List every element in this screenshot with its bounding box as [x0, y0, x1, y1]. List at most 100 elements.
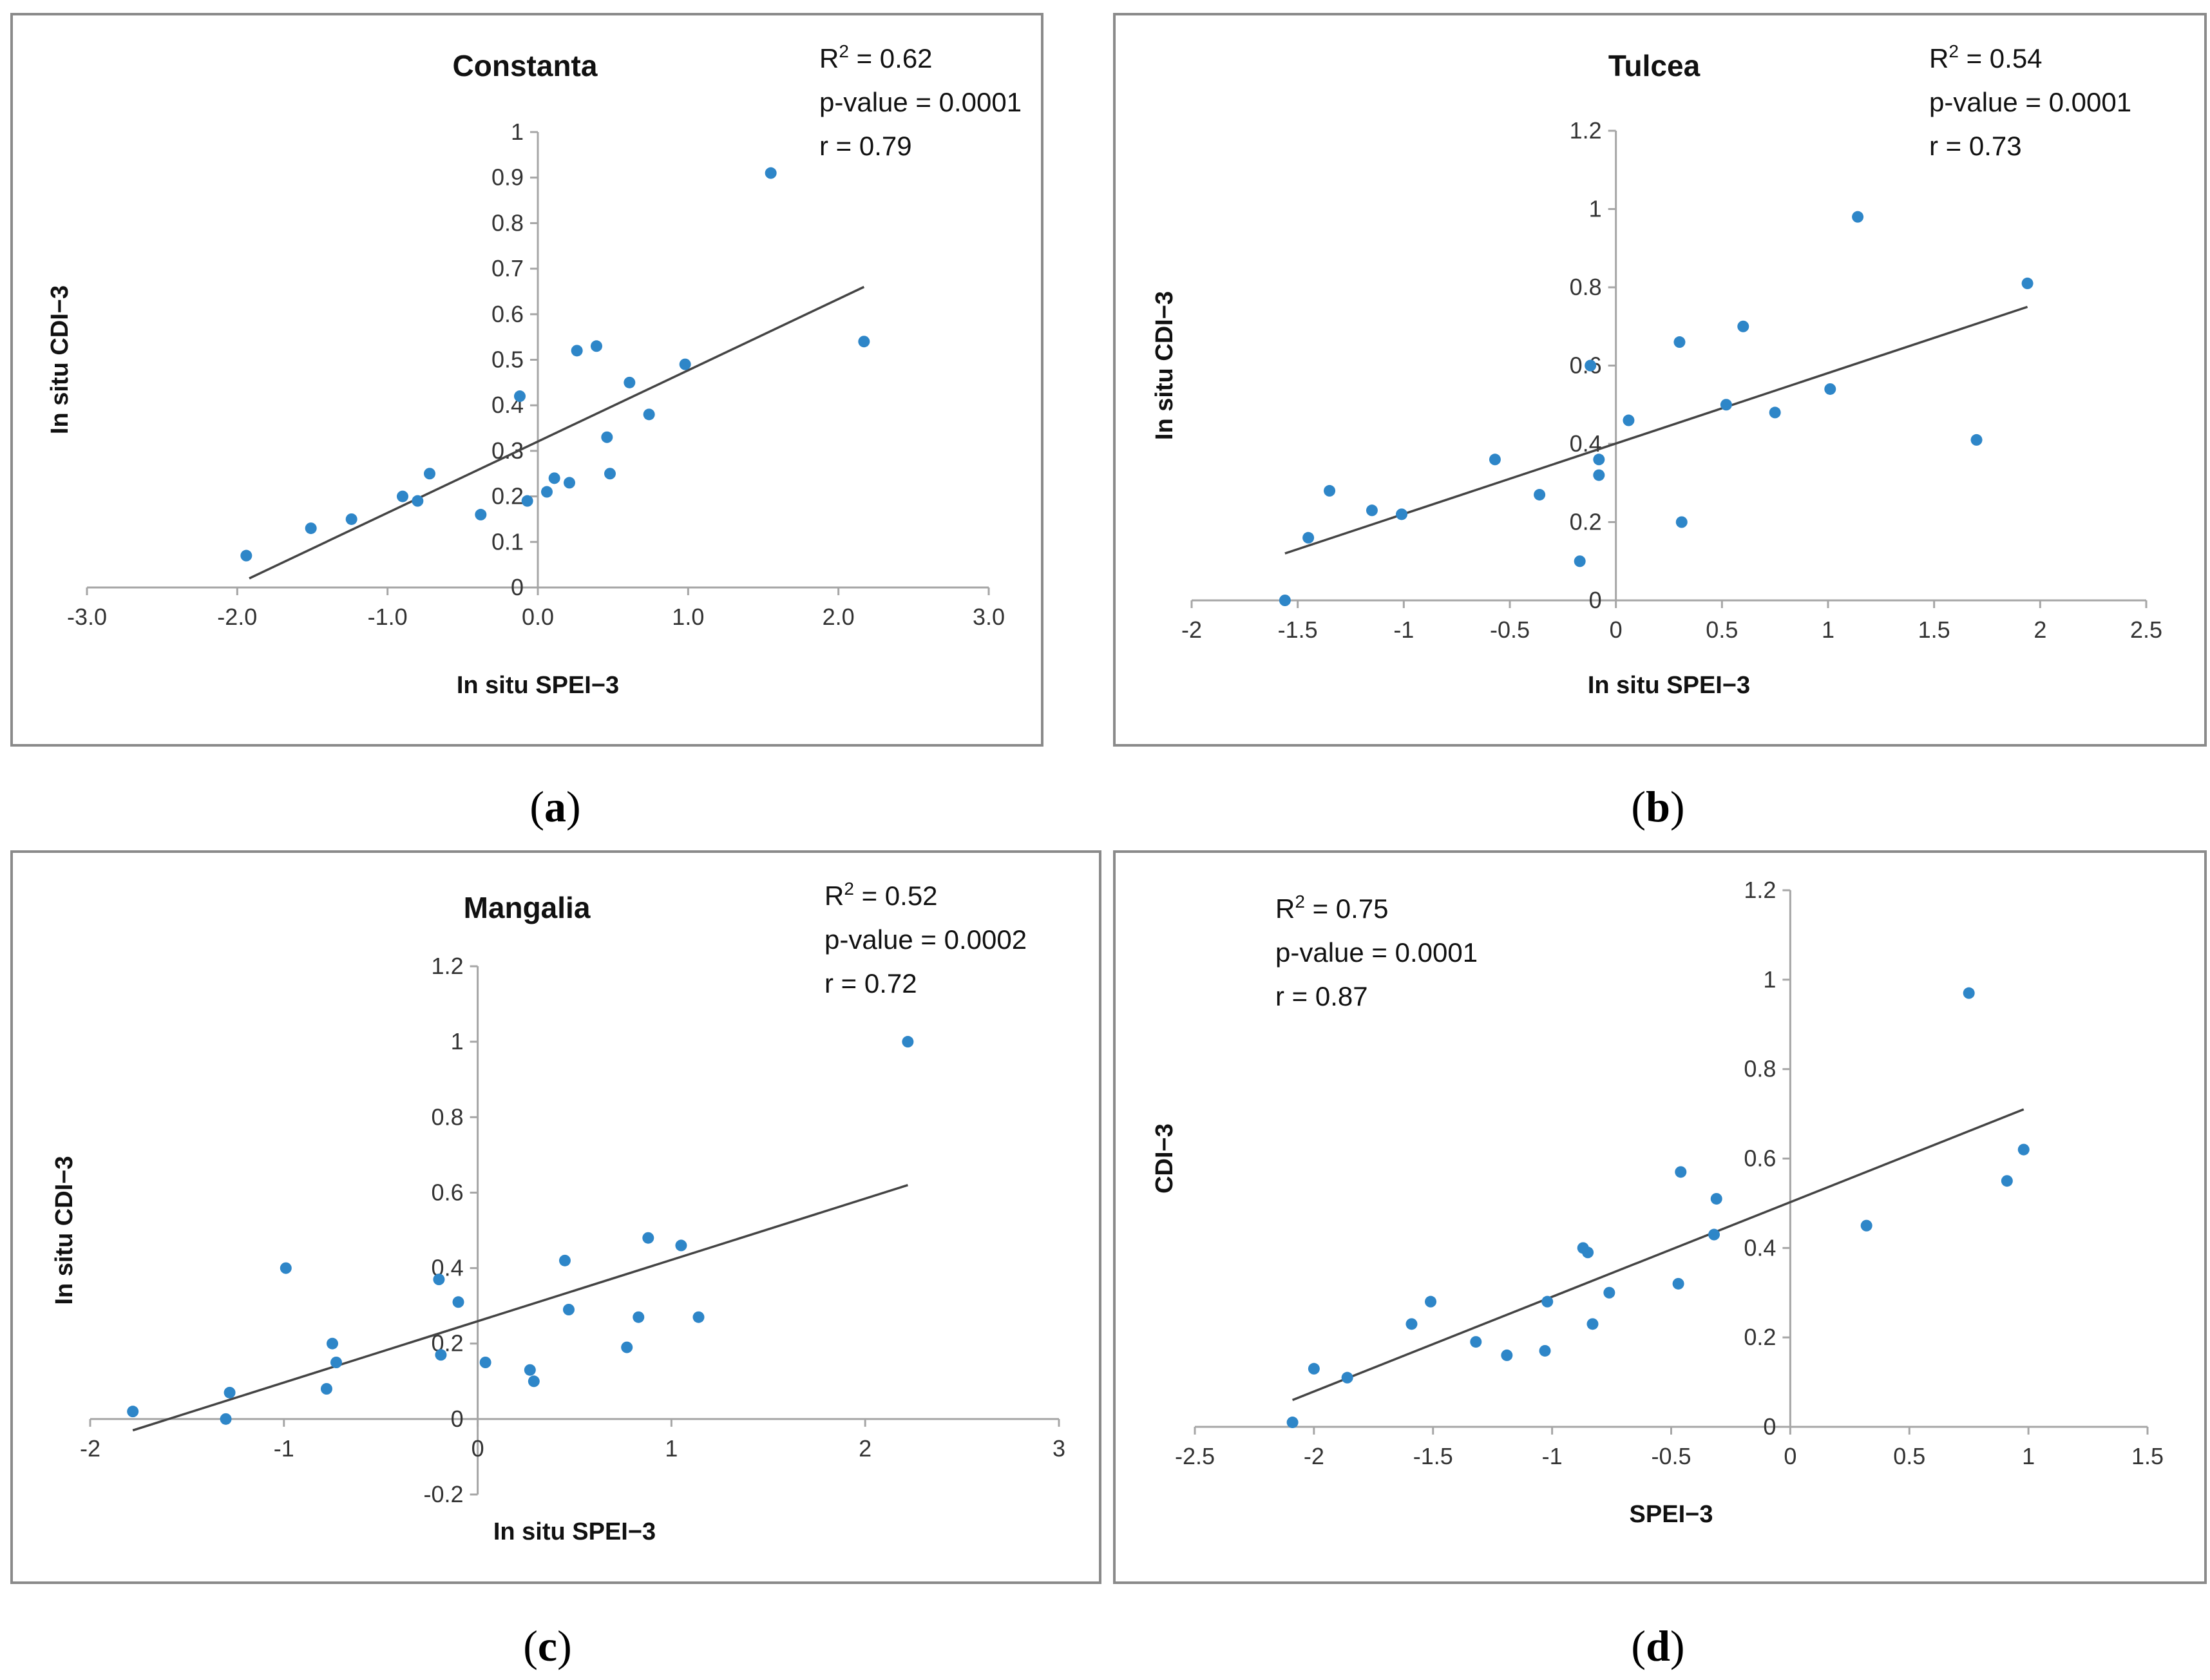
data-point [1963, 987, 1975, 999]
y-tick-label: 0.2 [491, 483, 524, 510]
x-tick-label: 3 [1053, 1435, 1065, 1462]
data-point [1603, 1286, 1615, 1299]
x-tick-label: 0.0 [522, 604, 554, 630]
y-tick-label: 0 [451, 1406, 464, 1432]
y-tick-label: 1 [451, 1028, 464, 1055]
data-point [1405, 1318, 1418, 1330]
data-point [1541, 1295, 1554, 1308]
data-point [1574, 555, 1586, 568]
data-point [330, 1357, 343, 1368]
data-point [558, 1254, 571, 1266]
data-point [1425, 1295, 1437, 1308]
data-point [562, 1304, 575, 1315]
x-tick-label: 1.0 [672, 604, 704, 630]
y-tick-label: 0.1 [491, 528, 524, 555]
data-point [633, 1311, 645, 1323]
x-tick-label: 2.5 [2130, 616, 2162, 643]
data-point [1710, 1192, 1722, 1205]
x-tick-label: -0.5 [1651, 1443, 1691, 1469]
stat-annotation: r = 0.73 [1929, 131, 2022, 161]
stat-annotation: p-value = 0.0001 [1275, 937, 1478, 968]
data-point [412, 495, 424, 507]
data-point [1489, 453, 1501, 466]
y-tick-label: 0.6 [491, 301, 524, 327]
y-axis-title: In situ CDI−3 [51, 1156, 78, 1304]
y-axis-title: In situ CDI−3 [46, 285, 73, 434]
chart-panel-c: -2 -1 0 1 2 3-0.200.20.40.60.811.2In situ SPE… [10, 850, 1101, 1584]
x-tick-label: -1 [1542, 1443, 1563, 1469]
y-tick-label: 0.9 [491, 164, 524, 191]
y-tick-label: -0.2 [424, 1481, 464, 1507]
data-point [224, 1386, 236, 1398]
trendline [249, 285, 865, 580]
data-point [1675, 516, 1688, 528]
y-tick-label: 0.8 [432, 1103, 464, 1130]
stat-annotation: p-value = 0.0001 [1929, 87, 2131, 117]
data-point [452, 1296, 464, 1308]
x-tick-label: -1.5 [1278, 616, 1318, 643]
data-point [541, 486, 553, 498]
chart-panel-d: -2.5 -2 -1.5 -1 -0.5 0 0.5 1 1.5 0 0.2 0.4 0.6 0.8 1 1.… [1113, 850, 2207, 1584]
y-tick-label: 0.7 [491, 255, 524, 282]
data-point [1593, 469, 1605, 481]
data-point [435, 1349, 447, 1361]
x-tick-label: -1 [1393, 616, 1414, 643]
y-tick-label: 0 [1763, 1413, 1776, 1440]
data-point [1366, 504, 1378, 517]
x-tick-label: -1 [274, 1435, 294, 1462]
data-point [1970, 434, 1983, 446]
data-point [643, 408, 655, 421]
x-tick-label: 0 [1610, 616, 1623, 643]
data-point [1737, 320, 1749, 332]
stat-annotation: R2 = 0.52 [824, 879, 938, 911]
y-tick-label: 0.8 [1570, 274, 1602, 300]
data-point [2017, 1143, 2030, 1156]
x-axis-title: In situ SPEI−3 [457, 672, 619, 699]
y-tick-label: 0 [1589, 587, 1602, 613]
y-tick-label: 0.5 [491, 347, 524, 373]
data-point [1769, 406, 1781, 419]
x-tick-label: -0.5 [1490, 616, 1530, 643]
data-point [514, 390, 526, 403]
y-tick-label: 0.4 [1570, 430, 1602, 457]
chart-frame [1113, 850, 2207, 1584]
x-tick-label: -1.5 [1413, 1443, 1453, 1469]
data-point [1534, 488, 1546, 501]
data-point [902, 1036, 914, 1048]
stat-annotation: p-value = 0.0002 [824, 924, 1027, 955]
y-tick-label: 1.2 [432, 953, 464, 979]
stat-annotation: p-value = 0.0001 [819, 87, 1022, 117]
data-point [692, 1311, 705, 1323]
panel-label: (c) [523, 1621, 572, 1670]
x-tick-label: -2 [1304, 1443, 1324, 1469]
data-point [305, 522, 317, 535]
y-tick-label: 1.2 [1744, 877, 1776, 903]
y-tick-label: 1 [511, 119, 524, 145]
y-tick-label: 0.2 [1570, 509, 1602, 535]
data-point [591, 340, 602, 352]
data-point [2021, 277, 2034, 289]
chart-panel-a: -3.0 -2.0 -1.0 0.0 1.0 2.0 3.000.10.20.30.40.5… [10, 13, 1043, 747]
x-tick-label: 1.5 [2131, 1443, 2164, 1469]
y-tick-label: 0.8 [1744, 1056, 1776, 1082]
x-axis-title: In situ SPEI−3 [493, 1518, 656, 1545]
stat-annotation: R2 = 0.54 [1929, 41, 2043, 73]
data-point [345, 513, 357, 525]
data-point [1585, 359, 1597, 372]
x-tick-label: 2.0 [823, 604, 855, 630]
data-point [240, 549, 252, 562]
stat-annotation: R2 = 0.62 [819, 41, 933, 73]
y-axis-title: In situ CDI−3 [1151, 291, 1178, 440]
x-tick-label: 0.5 [1706, 616, 1738, 643]
x-tick-label: 0 [1784, 1443, 1796, 1469]
y-tick-label: 0.4 [1744, 1234, 1776, 1261]
trendline [1291, 1108, 2024, 1401]
x-tick-label: -2 [80, 1435, 100, 1462]
x-axis-title: In situ SPEI−3 [1588, 672, 1750, 699]
data-point [601, 431, 613, 443]
y-tick-label: 0 [511, 574, 524, 600]
chart-title: Tulcea [1608, 49, 1700, 82]
data-point [1593, 453, 1605, 466]
chart-frame [10, 850, 1101, 1584]
data-point [424, 468, 435, 480]
